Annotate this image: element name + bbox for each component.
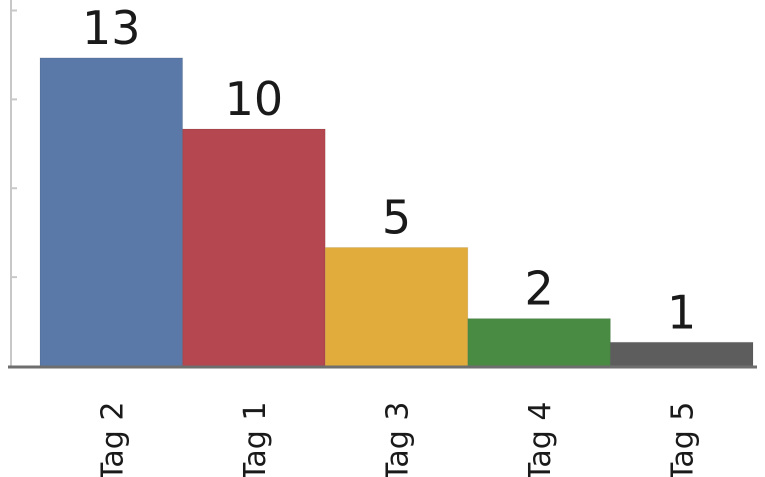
value-label-tag-1: 10: [225, 72, 284, 126]
x-tick-label-tag-4: Tag 4: [523, 402, 558, 477]
value-label-tag-5: 1: [667, 285, 696, 339]
value-labels: 13 10 5 2 1: [82, 1, 696, 339]
value-label-tag-4: 2: [524, 262, 553, 316]
bar-tag-4: [467, 318, 611, 367]
x-tick-label-tag-1: Tag 1: [238, 402, 273, 477]
bar-tag-5: [609, 341, 754, 367]
x-tick-label-tag-2: Tag 2: [95, 402, 130, 477]
value-label-tag-2: 13: [82, 1, 141, 55]
y-axis: [10, 0, 17, 366]
x-tick-label-tag-5: Tag 5: [666, 402, 701, 477]
bar-tag-3: [324, 247, 469, 367]
x-tick-label-tag-3: Tag 3: [381, 402, 416, 477]
bar-tag-2: [39, 57, 184, 367]
bars: [39, 57, 754, 367]
x-tick-labels: Tag 2 Tag 1 Tag 3 Tag 4 Tag 5: [95, 402, 700, 477]
value-label-tag-3: 5: [382, 191, 411, 245]
bar-tag-1: [182, 128, 326, 367]
